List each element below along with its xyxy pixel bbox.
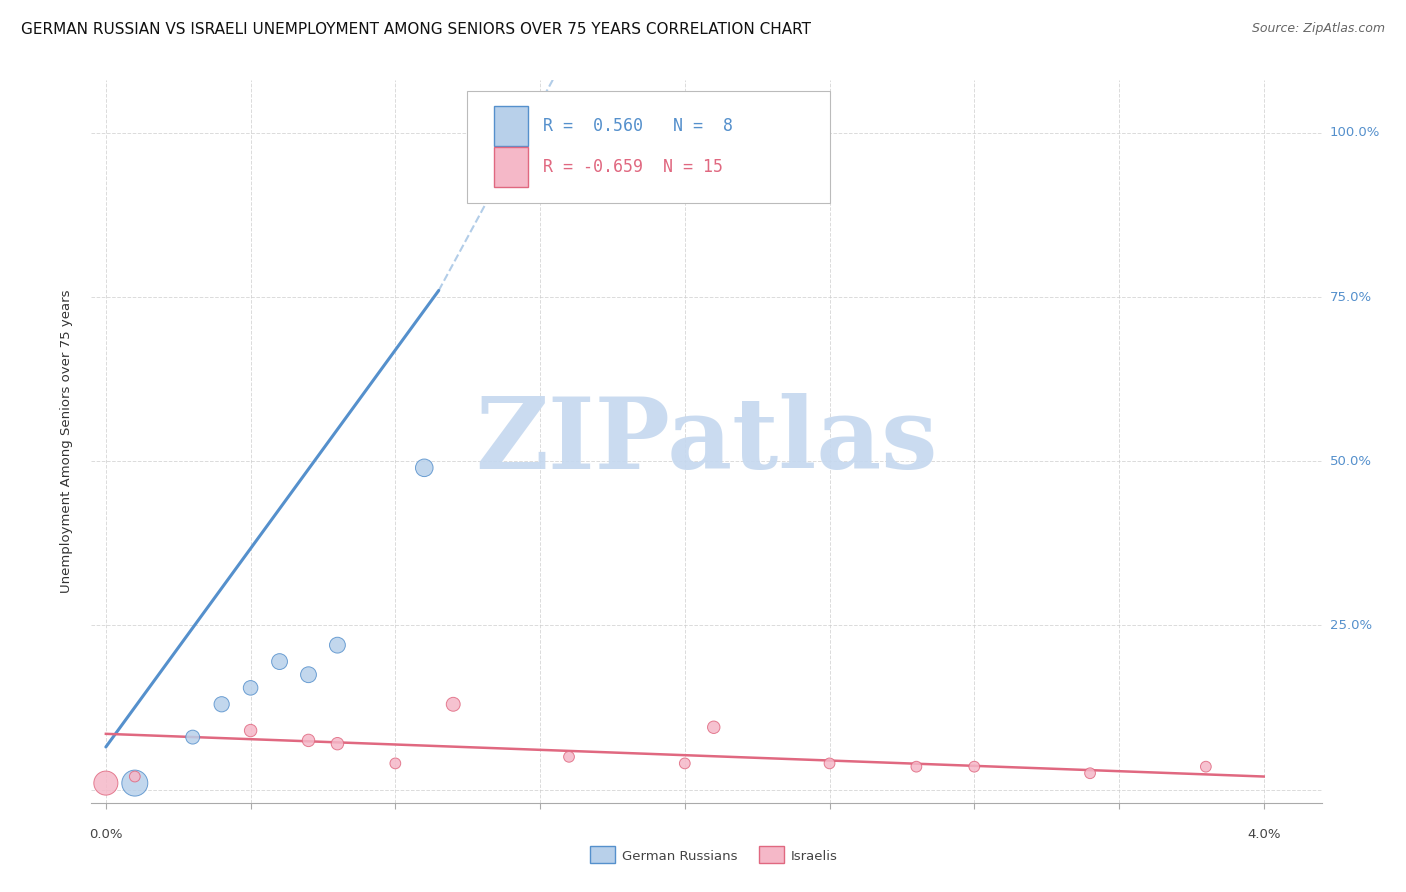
Point bbox=[124, 776, 146, 790]
Point bbox=[384, 756, 406, 771]
Y-axis label: Unemployment Among Seniors over 75 years: Unemployment Among Seniors over 75 years bbox=[59, 290, 73, 593]
Point bbox=[211, 698, 233, 712]
Point bbox=[703, 720, 725, 734]
Text: R =  0.560   N =  8: R = 0.560 N = 8 bbox=[543, 117, 733, 135]
Point bbox=[558, 749, 581, 764]
Point bbox=[269, 655, 291, 669]
Point bbox=[905, 760, 928, 774]
Point bbox=[124, 770, 146, 784]
Point bbox=[1078, 766, 1101, 780]
FancyBboxPatch shape bbox=[494, 106, 529, 145]
Text: 0.0%: 0.0% bbox=[89, 828, 122, 841]
Text: German Russians: German Russians bbox=[621, 850, 738, 863]
Point bbox=[818, 756, 841, 771]
Point bbox=[673, 756, 696, 771]
Text: Israelis: Israelis bbox=[790, 850, 838, 863]
Text: GERMAN RUSSIAN VS ISRAELI UNEMPLOYMENT AMONG SENIORS OVER 75 YEARS CORRELATION C: GERMAN RUSSIAN VS ISRAELI UNEMPLOYMENT A… bbox=[21, 22, 811, 37]
Point bbox=[963, 760, 986, 774]
Point bbox=[326, 737, 349, 751]
Text: 4.0%: 4.0% bbox=[1247, 828, 1281, 841]
Text: ZIPatlas: ZIPatlas bbox=[475, 393, 938, 490]
Point bbox=[1195, 760, 1218, 774]
Text: Source: ZipAtlas.com: Source: ZipAtlas.com bbox=[1251, 22, 1385, 36]
Point bbox=[297, 733, 319, 747]
Point bbox=[239, 681, 262, 695]
Point bbox=[297, 667, 319, 681]
Point bbox=[413, 460, 436, 475]
Point bbox=[441, 698, 464, 712]
Text: 100.0%: 100.0% bbox=[1330, 127, 1381, 139]
Text: R = -0.659  N = 15: R = -0.659 N = 15 bbox=[543, 158, 723, 176]
FancyBboxPatch shape bbox=[467, 91, 830, 203]
Point bbox=[181, 730, 204, 744]
Text: 25.0%: 25.0% bbox=[1330, 619, 1372, 632]
FancyBboxPatch shape bbox=[494, 147, 529, 186]
Point bbox=[94, 776, 117, 790]
Text: 75.0%: 75.0% bbox=[1330, 291, 1372, 303]
Text: 50.0%: 50.0% bbox=[1330, 455, 1372, 467]
Point bbox=[326, 638, 349, 652]
Point bbox=[239, 723, 262, 738]
